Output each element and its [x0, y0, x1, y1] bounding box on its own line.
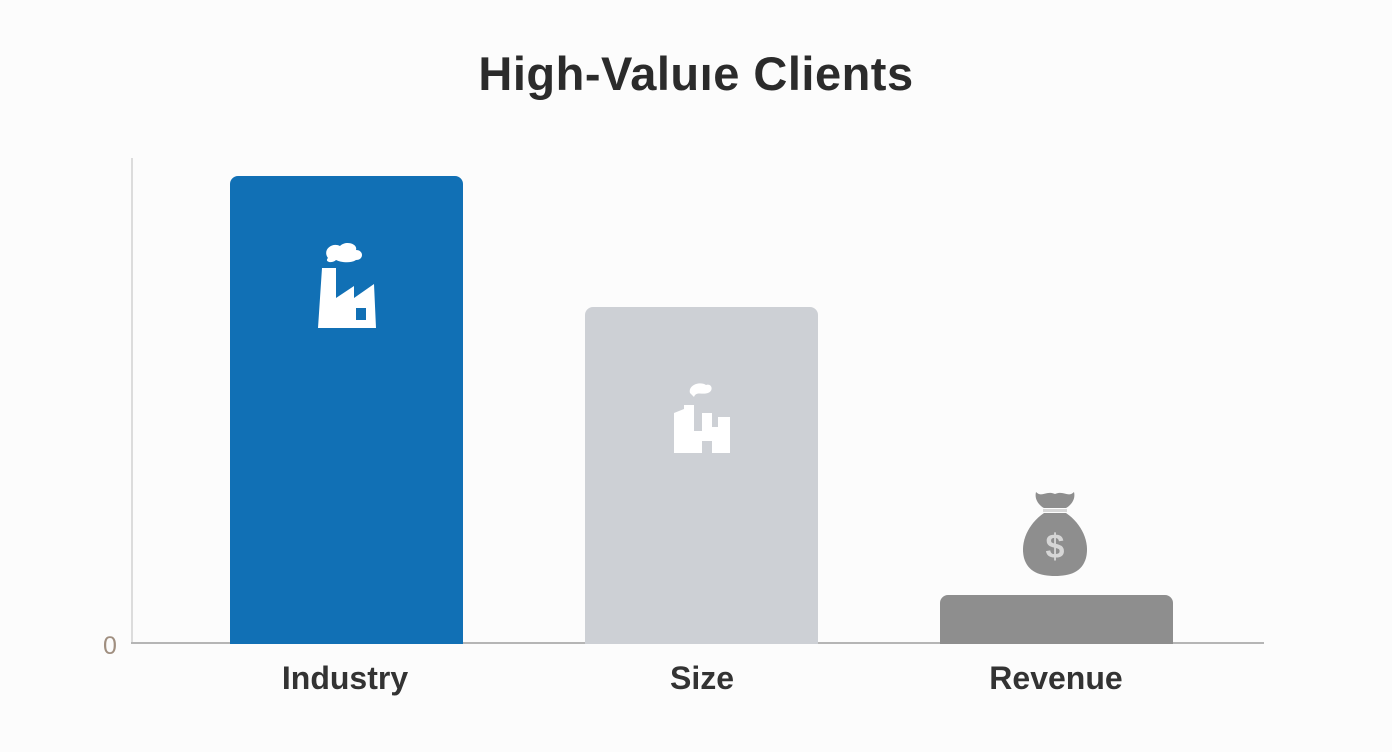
x-label-size: Size [669, 660, 735, 696]
buildings-icon [670, 379, 734, 455]
x-label-industry: Industry [281, 660, 409, 696]
x-label-revenue: Revenue [989, 660, 1123, 696]
bar-industry [230, 176, 463, 644]
money-bag-icon: $ [1020, 488, 1090, 578]
factory-icon [314, 240, 380, 330]
svg-text:$: $ [1046, 528, 1065, 566]
bar-size [585, 307, 818, 644]
y-axis-zero-label: 0 [103, 632, 117, 660]
bar-revenue [940, 595, 1173, 644]
y-axis-line [131, 158, 133, 644]
chart-title: High-Valuıe Clients [478, 47, 914, 100]
